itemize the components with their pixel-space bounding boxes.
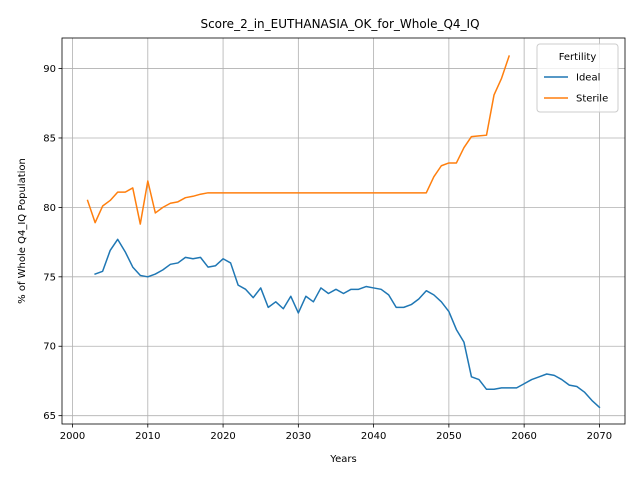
x-tick-label: 2060: [511, 431, 536, 442]
chart-title: Score_2_in_EUTHANASIA_OK_for_Whole_Q4_IQ: [200, 17, 479, 31]
x-tick-label: 2070: [587, 431, 612, 442]
y-tick-label: 80: [43, 203, 56, 214]
legend: Fertility Ideal Sterile: [536, 43, 619, 113]
series-line-ideal: [94, 238, 601, 409]
y-axis-ticks: 65 70 75 80 85 90: [43, 64, 62, 422]
legend-entries: Ideal Sterile: [544, 73, 608, 105]
legend-label-sterile: Sterile: [576, 94, 608, 105]
y-tick-label: 85: [43, 133, 56, 144]
y-tick-label: 90: [43, 64, 56, 75]
series-line-sterile: [86, 55, 511, 225]
y-axis-label: % of Whole Q4_IQ Population: [17, 158, 28, 304]
x-tick-label: 2050: [436, 431, 461, 442]
y-tick-label: 70: [43, 342, 56, 353]
x-axis-label: Years: [329, 454, 356, 465]
legend-box: [536, 43, 619, 113]
x-tick-label: 2040: [361, 431, 386, 442]
legend-label-ideal: Ideal: [576, 73, 600, 84]
x-tick-label: 2030: [286, 431, 311, 442]
x-axis-ticks: 2000 2010 2020 2030 2040 2050 2060 2070: [60, 424, 612, 442]
series-lines: [86, 55, 601, 409]
x-tick-label: 2020: [210, 431, 235, 442]
x-tick-label: 2000: [60, 431, 85, 442]
y-tick-label: 75: [43, 272, 56, 283]
legend-title: Fertility: [559, 52, 597, 63]
plot-area-frame: [61, 37, 626, 425]
y-tick-label: 65: [43, 411, 56, 422]
grid-lines: [62, 38, 625, 424]
x-tick-label: 2010: [135, 431, 160, 442]
